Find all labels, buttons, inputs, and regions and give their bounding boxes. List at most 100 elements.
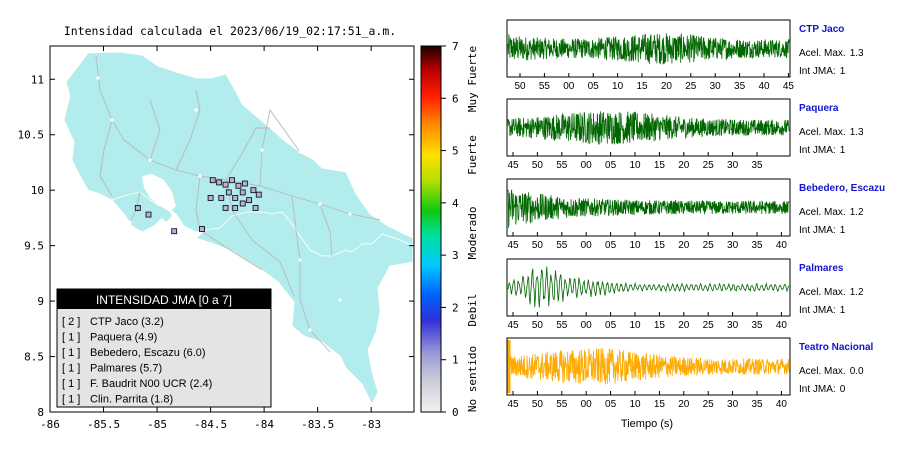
station-marker xyxy=(145,211,152,218)
wave-x-tick-label: 50 xyxy=(532,320,544,331)
wave-x-tick-label: 00 xyxy=(581,160,593,171)
station-marker xyxy=(218,195,225,201)
legend-item-value: [ 2 ] xyxy=(62,316,80,328)
station-marker xyxy=(235,182,242,189)
colorbar-tick-label: 3 xyxy=(452,249,459,262)
wave-x-tick-label: 40 xyxy=(758,81,770,92)
colorbar-label: Moderado xyxy=(466,207,479,260)
station-name: Bebedero, Escazu xyxy=(799,183,885,194)
map-y-tick-label: 10 xyxy=(31,184,44,197)
colorbar-label: Debil xyxy=(466,293,479,326)
accel-max-label: Acel. Max. 1.3 xyxy=(799,48,864,59)
wave-x-tick-label: 45 xyxy=(783,81,795,92)
wave-x-tick-label: 05 xyxy=(605,160,617,171)
map-y-tick-label: 9 xyxy=(37,295,44,308)
colorbar-tick-label: 7 xyxy=(452,40,459,53)
wave-x-tick-label: 05 xyxy=(588,81,600,92)
road-8 xyxy=(225,179,295,297)
accel-max-value: 1.3 xyxy=(850,127,864,138)
station-name: Teatro Nacional xyxy=(799,342,873,353)
wave-x-tick-label: 20 xyxy=(678,240,690,251)
wave-x-tick-label: 10 xyxy=(629,399,641,410)
wave-x-tick-label: 00 xyxy=(581,240,593,251)
station-marker xyxy=(255,191,262,198)
wave-x-tick-label: 30 xyxy=(727,399,739,410)
station-marker xyxy=(241,180,248,187)
int-jma-prefix: Int JMA: xyxy=(799,225,836,236)
wave-x-tick-label: 35 xyxy=(751,160,763,171)
legend-items: [ 2 ] CTP Jaco (3.2) [ 1 ] Paquera (4.9) [ 1… xyxy=(62,316,212,406)
wave-x-tick-label: 50 xyxy=(514,81,526,92)
colorbar-label: Muy Fuerte xyxy=(466,46,479,112)
accel-max-prefix: Acel. Max. xyxy=(799,287,846,298)
wave-x-tick-label: 10 xyxy=(629,160,641,171)
wave-x-tick-label: 25 xyxy=(703,160,715,171)
wave-x-tick-label: 25 xyxy=(685,81,697,92)
accel-max-prefix: Acel. Max. xyxy=(799,366,846,377)
wave-x-tick-label: 40 xyxy=(776,320,788,331)
map-x-tick-label: -83.5 xyxy=(301,418,334,431)
town-dot xyxy=(96,76,100,80)
gulf xyxy=(142,174,176,212)
accel-max-value: 1.2 xyxy=(850,207,864,218)
int-jma-value: 1 xyxy=(840,145,846,156)
map-x-tick-label: -84.5 xyxy=(194,418,227,431)
int-jma-value: 1 xyxy=(840,66,846,77)
int-jma-prefix: Int JMA: xyxy=(799,305,836,316)
accel-max-label: Acel. Max. 1.3 xyxy=(799,127,864,138)
legend-item-value: [ 1 ] xyxy=(62,347,80,359)
wave-x-tick-label: 10 xyxy=(629,240,641,251)
waveform-trace xyxy=(507,266,790,308)
int-jma-prefix: Int JMA: xyxy=(799,384,836,395)
map-y-tick-label: 8.5 xyxy=(24,351,44,364)
map-x-tick-label: -85.5 xyxy=(87,418,120,431)
wave-x-tick-label: 45 xyxy=(507,320,519,331)
accel-max-label: Acel. Max. 1.2 xyxy=(799,207,864,218)
colorbar-tick-label: 4 xyxy=(452,197,459,210)
station-marker xyxy=(207,195,214,201)
station-marker xyxy=(232,205,239,211)
wave-x-tick-label: 40 xyxy=(776,399,788,410)
accel-max-prefix: Acel. Max. xyxy=(799,48,846,59)
station-name: Palmares xyxy=(799,263,844,274)
wave-x-tick-label: 10 xyxy=(612,81,624,92)
station-markers xyxy=(134,177,262,235)
town-dot xyxy=(298,258,302,262)
station-marker xyxy=(252,205,259,211)
wave-x-tick-label: 20 xyxy=(678,160,690,171)
road-5 xyxy=(259,108,301,187)
waveform-panel: 45 50 55 00 05 10 15 20 25 30 35 Paquera Acel. Max. 1… xyxy=(506,98,864,171)
wave-x-tick-label: 35 xyxy=(734,81,746,92)
road-4 xyxy=(225,127,270,181)
station-marker xyxy=(239,200,246,207)
waveform-panel: 45 50 55 00 05 10 15 20 25 30 35 40 Palmares Acel. Ma… xyxy=(506,258,864,331)
wave-x-tick-label: 00 xyxy=(581,399,593,410)
town-dot xyxy=(308,328,312,332)
legend-item-value: [ 1 ] xyxy=(62,394,80,406)
colorbar-labels: No sentido Debil Moderado Fuerte Muy Fuerte xyxy=(466,46,479,412)
int-jma-label: Int JMA: 1 xyxy=(799,66,846,77)
wave-x-tick-label: 50 xyxy=(532,240,544,251)
map-title: Intensidad calculada el 2023/06/19_02:17… xyxy=(64,24,396,38)
legend-item-name: Paquera (4.9) xyxy=(90,332,157,344)
waveform-panel: 50 55 00 05 10 15 20 25 30 35 40 45 CTP Jaco Acel. Ma… xyxy=(506,19,864,92)
town-dot xyxy=(128,220,132,224)
wave-x-tick-label: 15 xyxy=(636,81,648,92)
wave-x-tick-label: 25 xyxy=(703,399,715,410)
road-11 xyxy=(149,99,161,161)
colorbar-tick-label: 6 xyxy=(452,92,459,105)
road-7 xyxy=(291,195,331,353)
station-marker xyxy=(199,226,205,232)
wave-x-tick-label: 25 xyxy=(703,240,715,251)
map-y-tick-label: 9.5 xyxy=(24,240,44,253)
town-dot xyxy=(194,108,198,112)
waveform-trace xyxy=(507,348,790,385)
int-jma-label: Int JMA: 0 xyxy=(799,384,846,395)
wave-x-tick-label: 55 xyxy=(556,320,568,331)
station-marker xyxy=(239,189,246,196)
town-dot xyxy=(198,174,202,178)
wave-x-tick-label: 55 xyxy=(556,160,568,171)
accel-max-value: 0.0 xyxy=(850,366,864,377)
time-axis-label: Tiempo (s) xyxy=(621,418,673,430)
